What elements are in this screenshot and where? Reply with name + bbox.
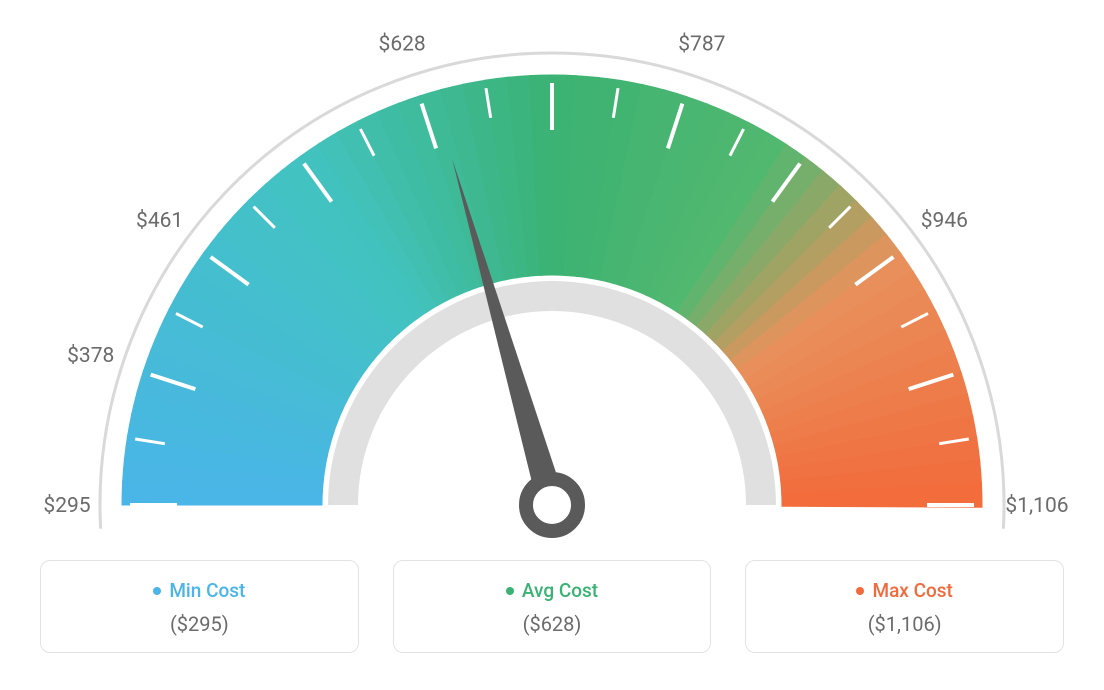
legend-label-avg: Avg Cost	[522, 579, 598, 602]
legend-label-row: Min Cost	[51, 579, 348, 602]
legend-value-avg: ($628)	[404, 612, 701, 636]
legend-card-max: Max Cost ($1,106)	[745, 560, 1064, 653]
legend-card-avg: Avg Cost ($628)	[393, 560, 712, 653]
legend-card-min: Min Cost ($295)	[40, 560, 359, 653]
legend-value-max: ($1,106)	[756, 612, 1053, 636]
legend-label-max: Max Cost	[872, 579, 952, 602]
svg-text:$946: $946	[921, 209, 968, 233]
svg-text:$378: $378	[67, 344, 114, 368]
legend-dot-avg	[506, 587, 514, 595]
legend-value-min: ($295)	[51, 612, 348, 636]
legend-label-row: Avg Cost	[404, 579, 701, 602]
gauge-chart: $295 $378 $461 $628 $787 $946 $1,106	[0, 0, 1104, 560]
legend-label-row: Max Cost	[756, 579, 1053, 602]
svg-text:$461: $461	[136, 209, 183, 233]
svg-text:$787: $787	[678, 33, 725, 57]
legend-row: Min Cost ($295) Avg Cost ($628) Max Cost…	[0, 560, 1104, 653]
svg-text:$295: $295	[43, 494, 90, 518]
legend-dot-max	[856, 587, 864, 595]
svg-text:$1,106: $1,106	[1005, 494, 1068, 518]
legend-label-min: Min Cost	[169, 579, 245, 602]
legend-dot-min	[153, 587, 161, 595]
gauge-svg: $295 $378 $461 $628 $787 $946 $1,106	[0, 0, 1104, 560]
svg-text:$628: $628	[379, 33, 426, 57]
